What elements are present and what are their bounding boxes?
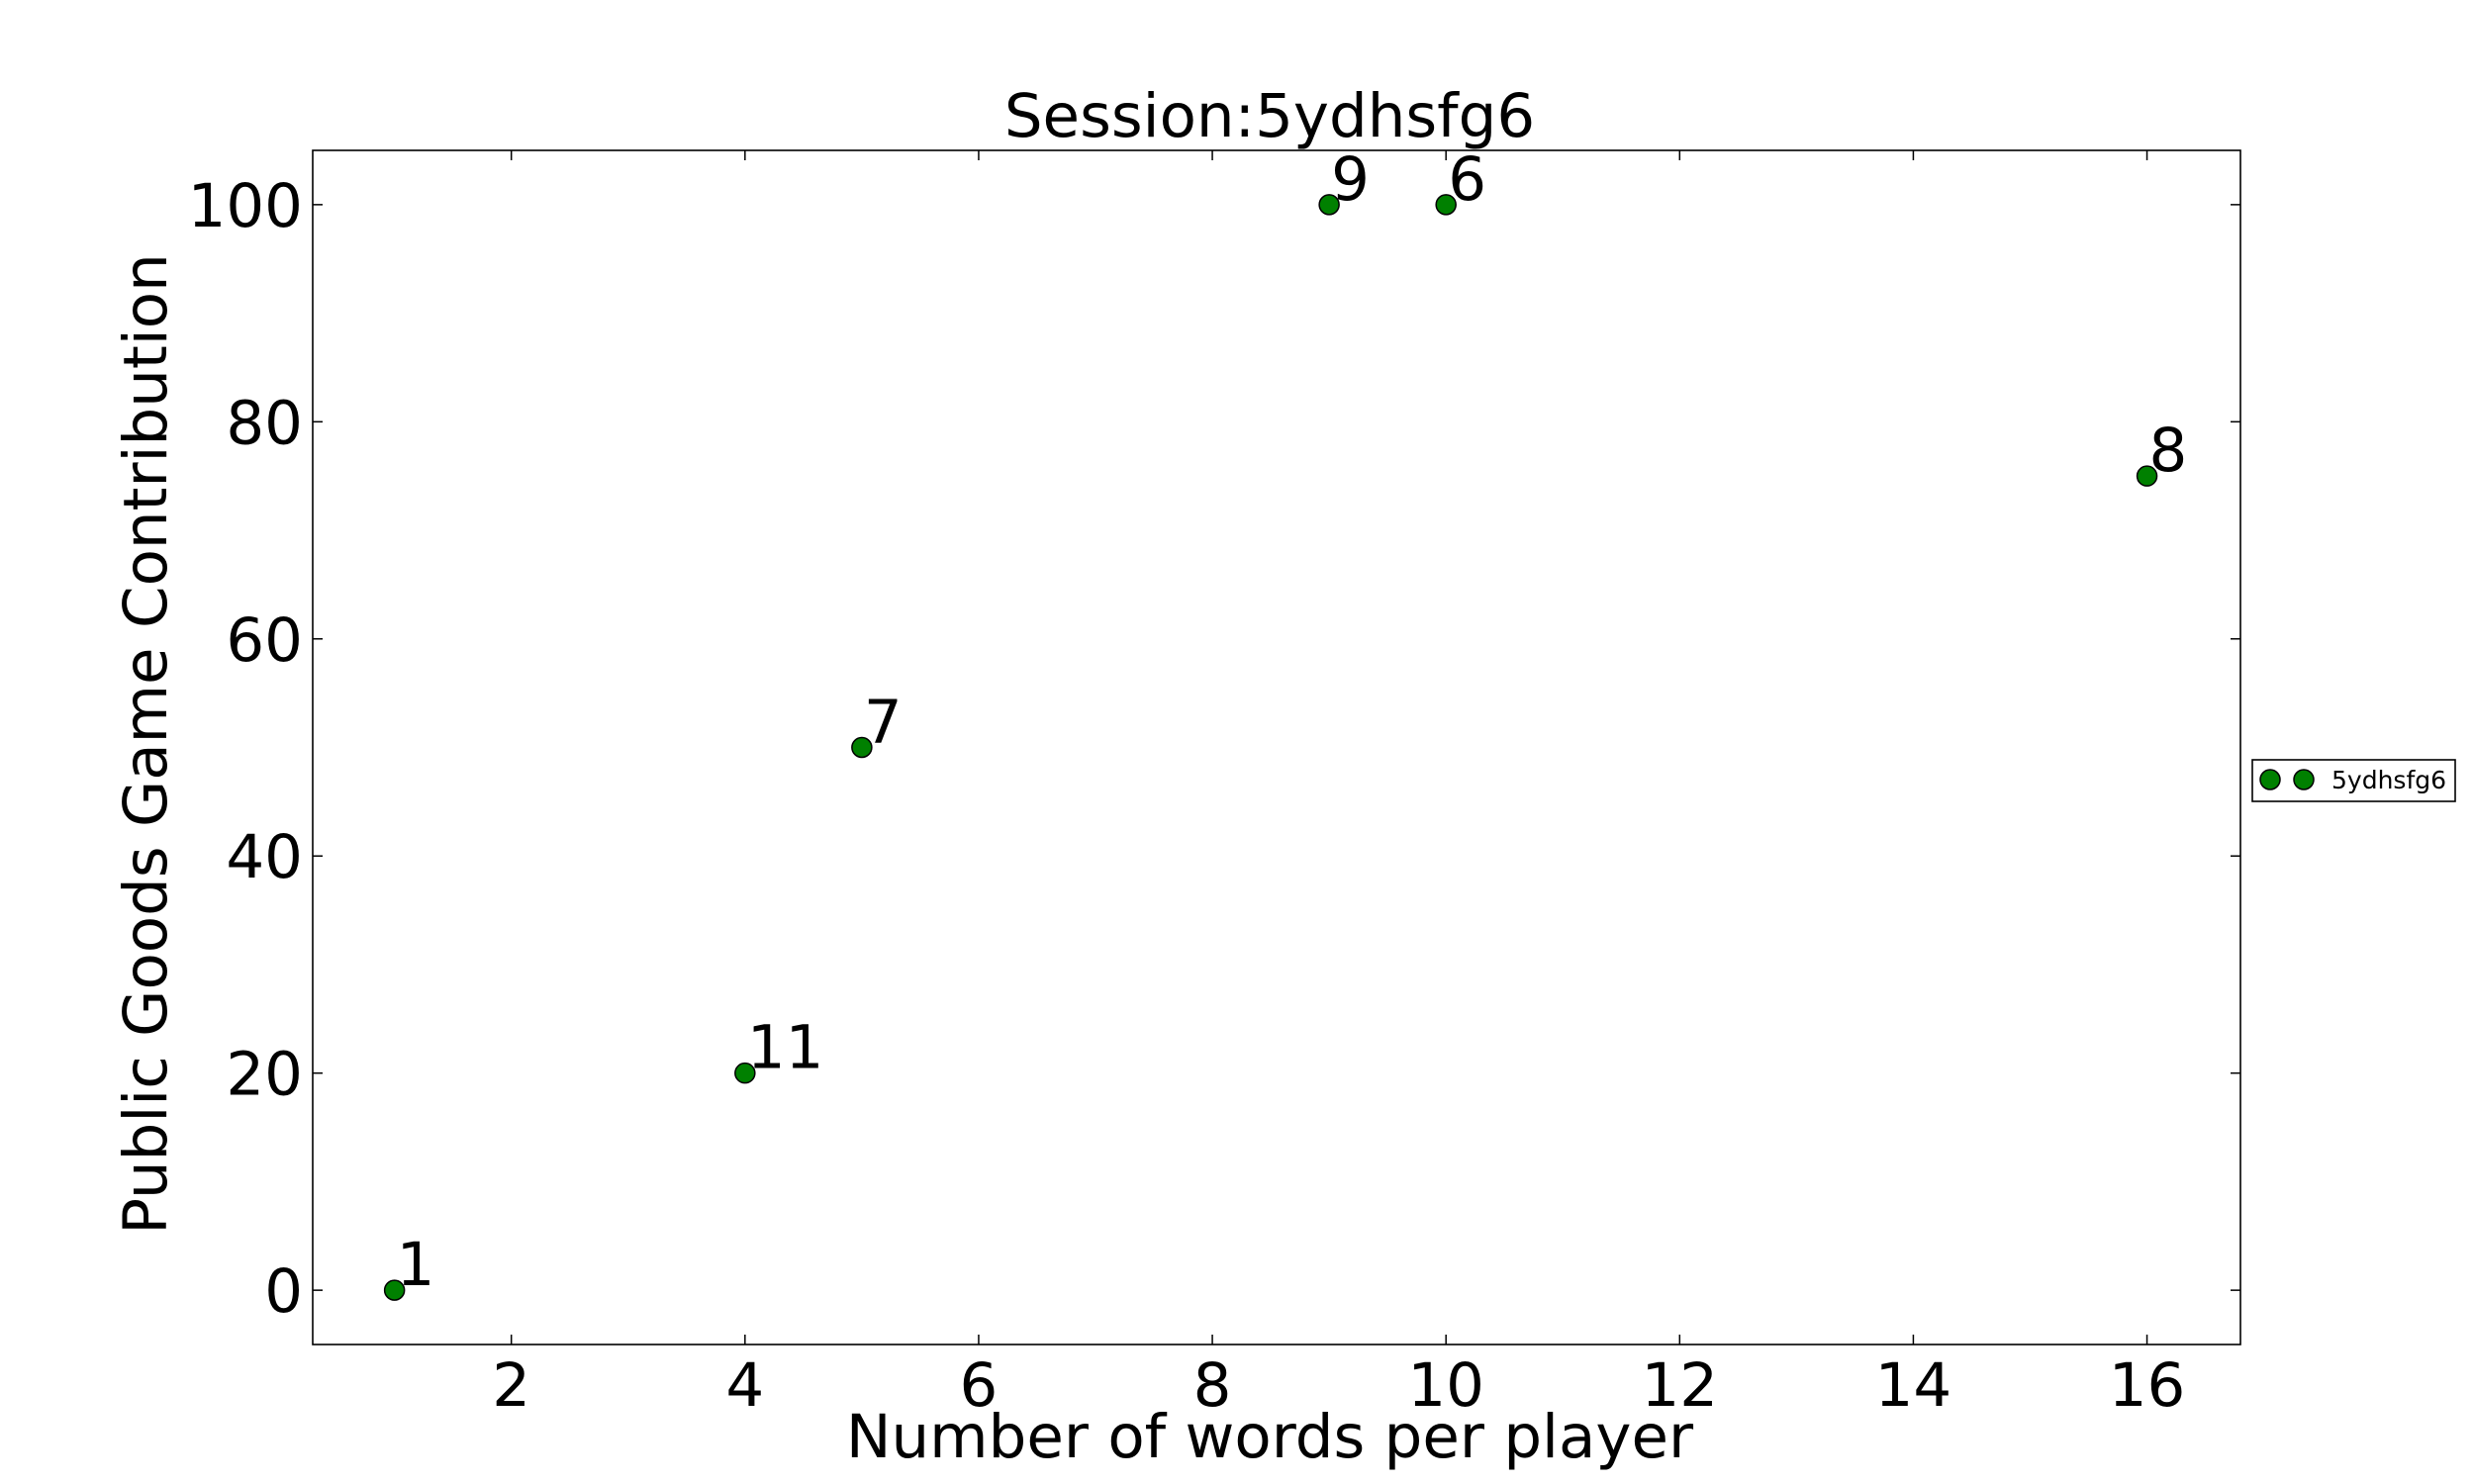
y-tick-label: 40 [226, 822, 303, 892]
point-label: 9 [1331, 144, 1370, 215]
x-tick-label: 16 [2109, 1350, 2186, 1421]
y-tick-label: 100 [188, 171, 303, 241]
y-tick-label: 60 [226, 605, 303, 676]
point-label: 1 [397, 1230, 435, 1300]
legend-marker [2259, 769, 2281, 790]
y-tick-label: 80 [226, 388, 303, 458]
x-tick-label: 14 [1875, 1350, 1952, 1421]
scatter-point [1435, 194, 1457, 216]
scatter-point [1318, 194, 1340, 216]
x-axis-label: Number of words per player [846, 1402, 1694, 1472]
scatter-point [2136, 465, 2158, 487]
y-tick-label: 0 [264, 1256, 303, 1327]
x-tick-label: 6 [960, 1350, 999, 1421]
legend-box [2251, 759, 2456, 802]
point-label: 11 [747, 1013, 824, 1083]
y-axis-label: Public Goods Game Contribution [111, 253, 181, 1234]
point-label: 7 [864, 688, 903, 758]
x-tick-label: 12 [1641, 1350, 1718, 1421]
legend: 5ydhsfg6 [2251, 759, 2456, 802]
scatter-point [851, 736, 873, 759]
y-tick-label: 20 [226, 1040, 303, 1110]
plot-area [312, 149, 2241, 1345]
point-label: 8 [2149, 416, 2188, 486]
axis-ticks: 2 4 6 8 10 12 14 16 0 20 40 60 80 100 [188, 150, 2240, 1421]
scatter-point [383, 1279, 406, 1301]
point-label: 6 [1448, 144, 1486, 215]
x-tick-label: 2 [492, 1350, 530, 1421]
x-tick-label: 10 [1407, 1350, 1484, 1421]
x-tick-label: 8 [1193, 1350, 1232, 1421]
legend-marker [2293, 769, 2315, 790]
scatter-point [734, 1062, 756, 1084]
legend-label: 5ydhsfg6 [2331, 766, 2446, 794]
x-tick-label: 4 [725, 1350, 764, 1421]
chart-title: Session:5ydhsfg6 [1004, 81, 1535, 151]
plot-frame [312, 149, 2241, 1345]
